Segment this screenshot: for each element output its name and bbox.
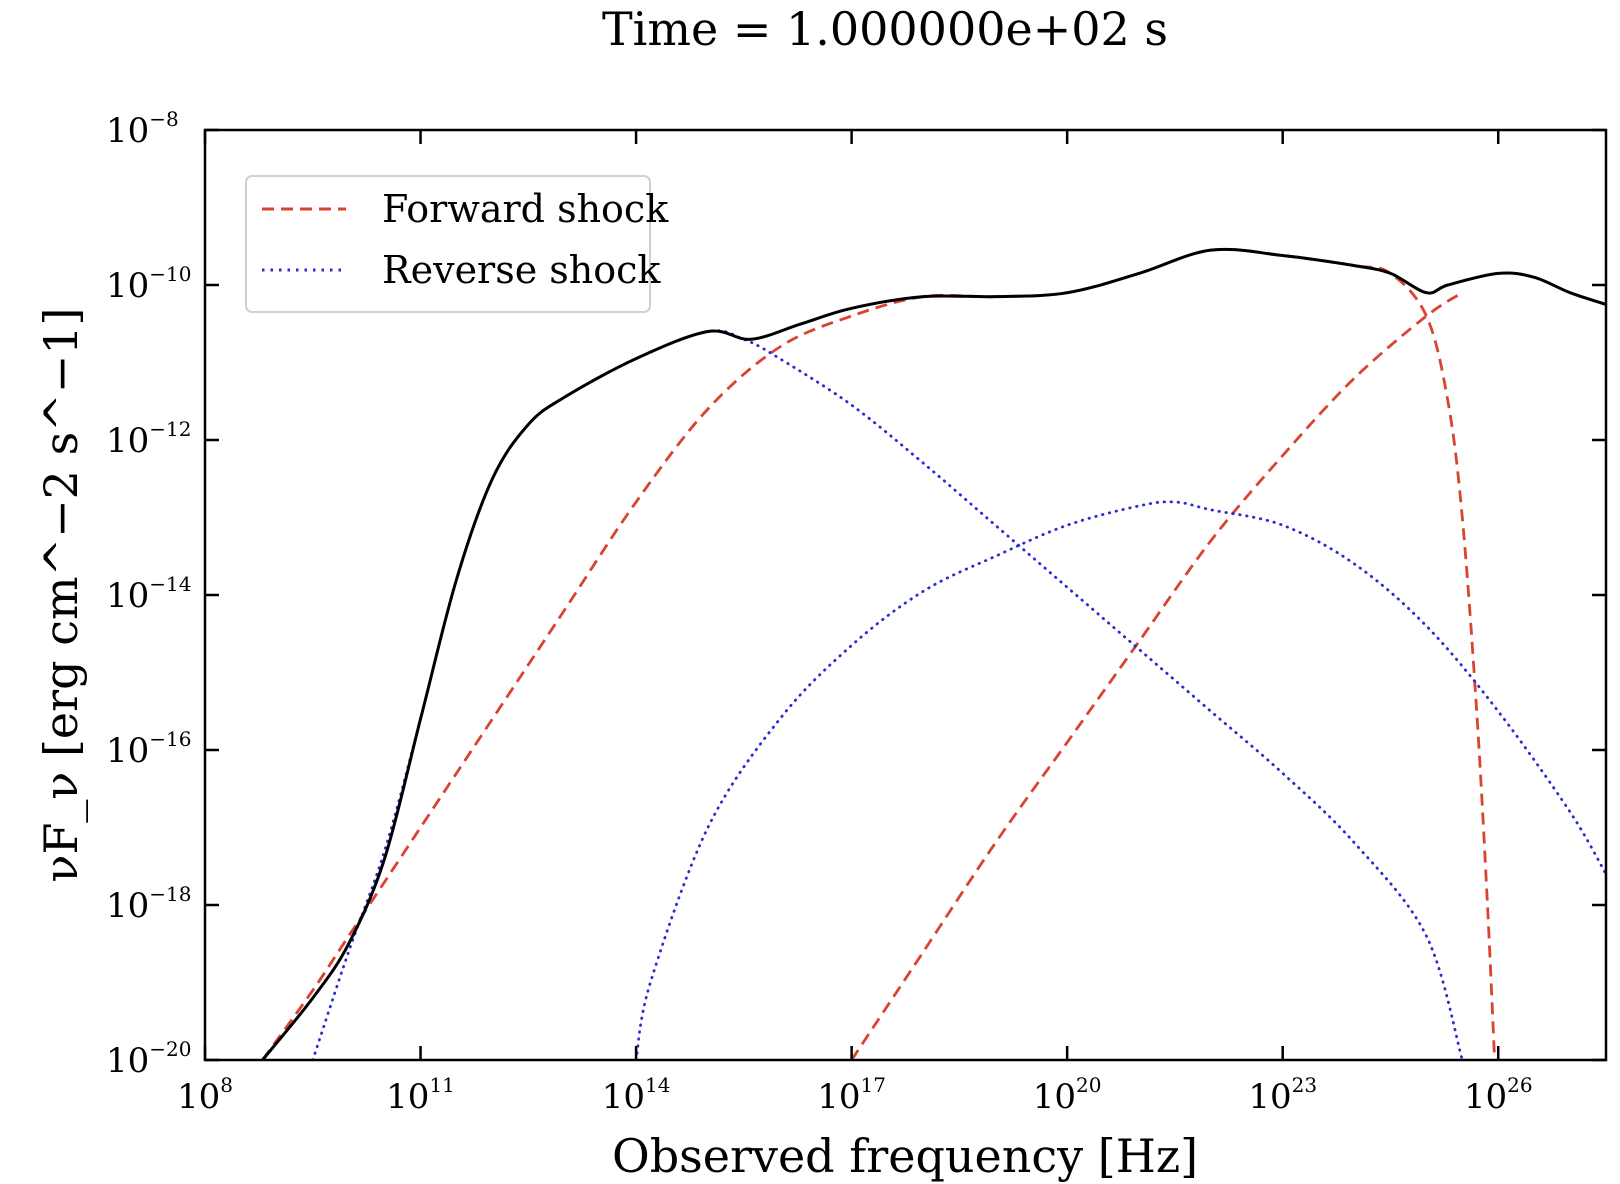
series-line-0 [261, 247, 1606, 1060]
legend-box [245, 175, 651, 313]
x-tick-label: 1014 [602, 1073, 671, 1117]
y-tick-label: 10−16 [106, 727, 191, 771]
y-tick-label: 10−12 [106, 417, 191, 461]
series-line-2 [850, 291, 1464, 1060]
y-axis: 10−20 10−18 10−16 10−14 10−12 10−10 10−8 [106, 107, 1606, 1081]
x-tick-label: 1026 [1464, 1073, 1533, 1117]
legend-forward-label: Forward shock [382, 187, 669, 231]
x-axis-label: Observed frequency [Hz] [612, 1129, 1198, 1183]
x-tick-label: 1023 [1248, 1073, 1317, 1117]
series-line-4 [634, 500, 1606, 1060]
y-tick-label: 10−18 [106, 882, 191, 926]
x-tick-label: 1017 [817, 1073, 886, 1117]
chart-title: Time = 1.000000e+02 s [602, 2, 1168, 56]
y-tick-label: 10−14 [106, 572, 191, 616]
y-tick-label: 10−20 [106, 1037, 191, 1081]
series-line-1 [261, 247, 1496, 1060]
legend-reverse-label: Reverse shock [382, 248, 661, 292]
legend: Forward shock Reverse shock [245, 175, 669, 313]
x-axis: 108 1011 1014 1017 1020 1023 1026 [177, 130, 1533, 1117]
x-tick-label: 1011 [386, 1073, 455, 1117]
x-tick-label: 1020 [1033, 1073, 1102, 1117]
y-tick-label: 10−8 [106, 107, 179, 151]
series-line-3 [311, 329, 1464, 1060]
y-axis-label: νF_ν [erg cm^−2 s^−1] [34, 308, 88, 883]
x-tick-label: 108 [177, 1073, 233, 1117]
curves-layer [261, 247, 1606, 1060]
y-tick-label: 10−10 [106, 262, 191, 306]
